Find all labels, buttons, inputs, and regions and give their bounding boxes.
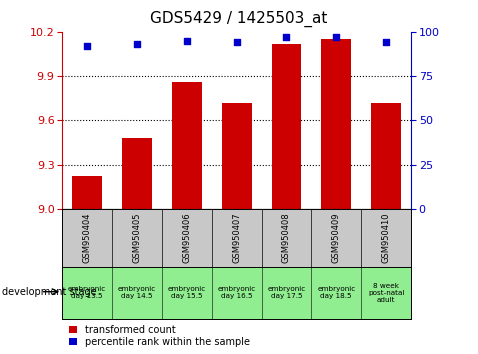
Text: embryonic
day 13.5: embryonic day 13.5: [68, 286, 106, 299]
Text: 8 week
post-natal
adult: 8 week post-natal adult: [368, 283, 404, 303]
Point: [83, 43, 91, 49]
Text: embryonic
day 14.5: embryonic day 14.5: [118, 286, 156, 299]
Bar: [371, 103, 401, 209]
Point: [183, 38, 191, 44]
Text: GDS5429 / 1425503_at: GDS5429 / 1425503_at: [150, 11, 328, 27]
Point: [133, 41, 141, 47]
Text: development stage: development stage: [2, 287, 97, 297]
Bar: [172, 82, 202, 209]
Text: GSM950406: GSM950406: [182, 213, 191, 263]
Bar: [222, 103, 251, 209]
Text: GSM950410: GSM950410: [381, 213, 391, 263]
Bar: [272, 44, 302, 209]
Point: [333, 34, 340, 40]
Legend: transformed count, percentile rank within the sample: transformed count, percentile rank withi…: [67, 323, 251, 349]
Bar: [122, 138, 152, 209]
Point: [233, 40, 240, 45]
Text: embryonic
day 18.5: embryonic day 18.5: [317, 286, 356, 299]
Point: [282, 34, 290, 40]
Text: GSM950409: GSM950409: [332, 213, 341, 263]
Text: GSM950407: GSM950407: [232, 213, 241, 263]
Text: GSM950404: GSM950404: [83, 213, 92, 263]
Text: embryonic
day 17.5: embryonic day 17.5: [267, 286, 305, 299]
Text: GSM950405: GSM950405: [132, 213, 141, 263]
Point: [382, 40, 390, 45]
Text: embryonic
day 15.5: embryonic day 15.5: [168, 286, 206, 299]
Text: embryonic
day 16.5: embryonic day 16.5: [217, 286, 256, 299]
Bar: [72, 176, 102, 209]
Bar: [321, 39, 351, 209]
Text: GSM950408: GSM950408: [282, 213, 291, 263]
